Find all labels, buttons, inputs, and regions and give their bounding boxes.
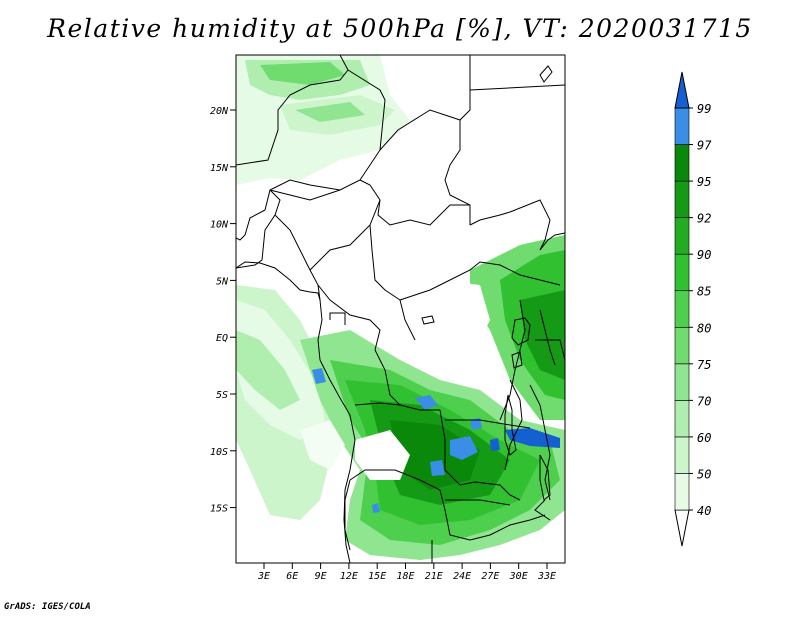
- lat-tick-label: 10N: [210, 220, 229, 231]
- country-borders: [236, 55, 565, 563]
- humidity-north-patch: [236, 55, 410, 185]
- colorbar-label: 92: [697, 212, 711, 226]
- humidity-field: [236, 55, 565, 560]
- humidity-saturated-patches: [312, 368, 560, 513]
- latitude-axis: 20N 15N 10N 5N EQ 5S 10S 15S: [210, 106, 236, 515]
- colorbar-label: 85: [697, 285, 711, 299]
- humidity-central-mass: [300, 330, 565, 560]
- lat-tick-label: 15S: [210, 504, 228, 515]
- colorbar-label: 99: [697, 102, 711, 116]
- lon-tick-label: 9E: [315, 571, 327, 582]
- lat-tick-label: 20N: [210, 106, 229, 117]
- colorbar-segment: [674, 253, 690, 292]
- colorbar-label: 97: [697, 139, 712, 153]
- humidity-dry-zones: [300, 280, 490, 480]
- lon-tick-label: 33E: [537, 571, 556, 582]
- lat-tick-label: 5N: [216, 276, 229, 287]
- coastline: [236, 232, 565, 563]
- colorbar: 40 50 60 70 75 80 85 90 92 95 97 99: [674, 71, 712, 547]
- lakes: [421, 65, 553, 501]
- longitude-axis: 3E 6E 9E 12E 15E 18E 21E 24E 27E 30E 33E: [257, 563, 556, 582]
- lat-tick-label: 15N: [210, 163, 229, 174]
- lon-tick-label: 18E: [396, 571, 414, 582]
- map-frame: [235, 54, 566, 564]
- colorbar-label: 95: [697, 175, 711, 189]
- colorbar-segment: [674, 290, 690, 328]
- colorbar-under-triangle: [674, 509, 690, 547]
- colorbar-label: 50: [697, 467, 711, 481]
- lon-tick-label: 30E: [509, 571, 528, 582]
- lon-tick-label: 3E: [257, 571, 270, 582]
- colorbar-segment: [674, 436, 690, 474]
- lon-tick-label: 27E: [481, 571, 499, 582]
- colorbar-over-triangle: [674, 71, 690, 109]
- colorbar-segment: [674, 363, 690, 401]
- colorbar-label: 80: [697, 321, 711, 335]
- colorbar-label: 60: [697, 431, 711, 445]
- colorbar-segment: [674, 400, 690, 438]
- humidity-east-band: [470, 235, 565, 420]
- lon-tick-label: 15E: [368, 571, 386, 582]
- lon-tick-label: 6E: [286, 571, 298, 582]
- lon-tick-label: 24E: [453, 571, 471, 582]
- colorbar-segment: [674, 107, 690, 145]
- page-title: Relative humidity at 500hPa [%], VT: 202…: [47, 14, 753, 43]
- lat-tick-label: 10S: [210, 447, 228, 458]
- lon-tick-label: 12E: [340, 571, 358, 582]
- credit-text: GrADS: IGES/COLA: [4, 602, 91, 612]
- colorbar-label: 90: [697, 248, 711, 262]
- lon-tick-label: 21E: [425, 571, 443, 582]
- colorbar-label: 75: [697, 358, 711, 372]
- colorbar-label: 70: [697, 394, 711, 408]
- colorbar-label: 40: [697, 504, 711, 518]
- colorbar-segment: [674, 217, 690, 255]
- colorbar-segment: [674, 144, 690, 182]
- colorbar-segment: [674, 473, 690, 511]
- colorbar-segment: [674, 180, 690, 218]
- lat-tick-label: EQ: [216, 333, 228, 344]
- colorbar-segment: [674, 326, 690, 365]
- lat-tick-label: 5S: [216, 390, 228, 401]
